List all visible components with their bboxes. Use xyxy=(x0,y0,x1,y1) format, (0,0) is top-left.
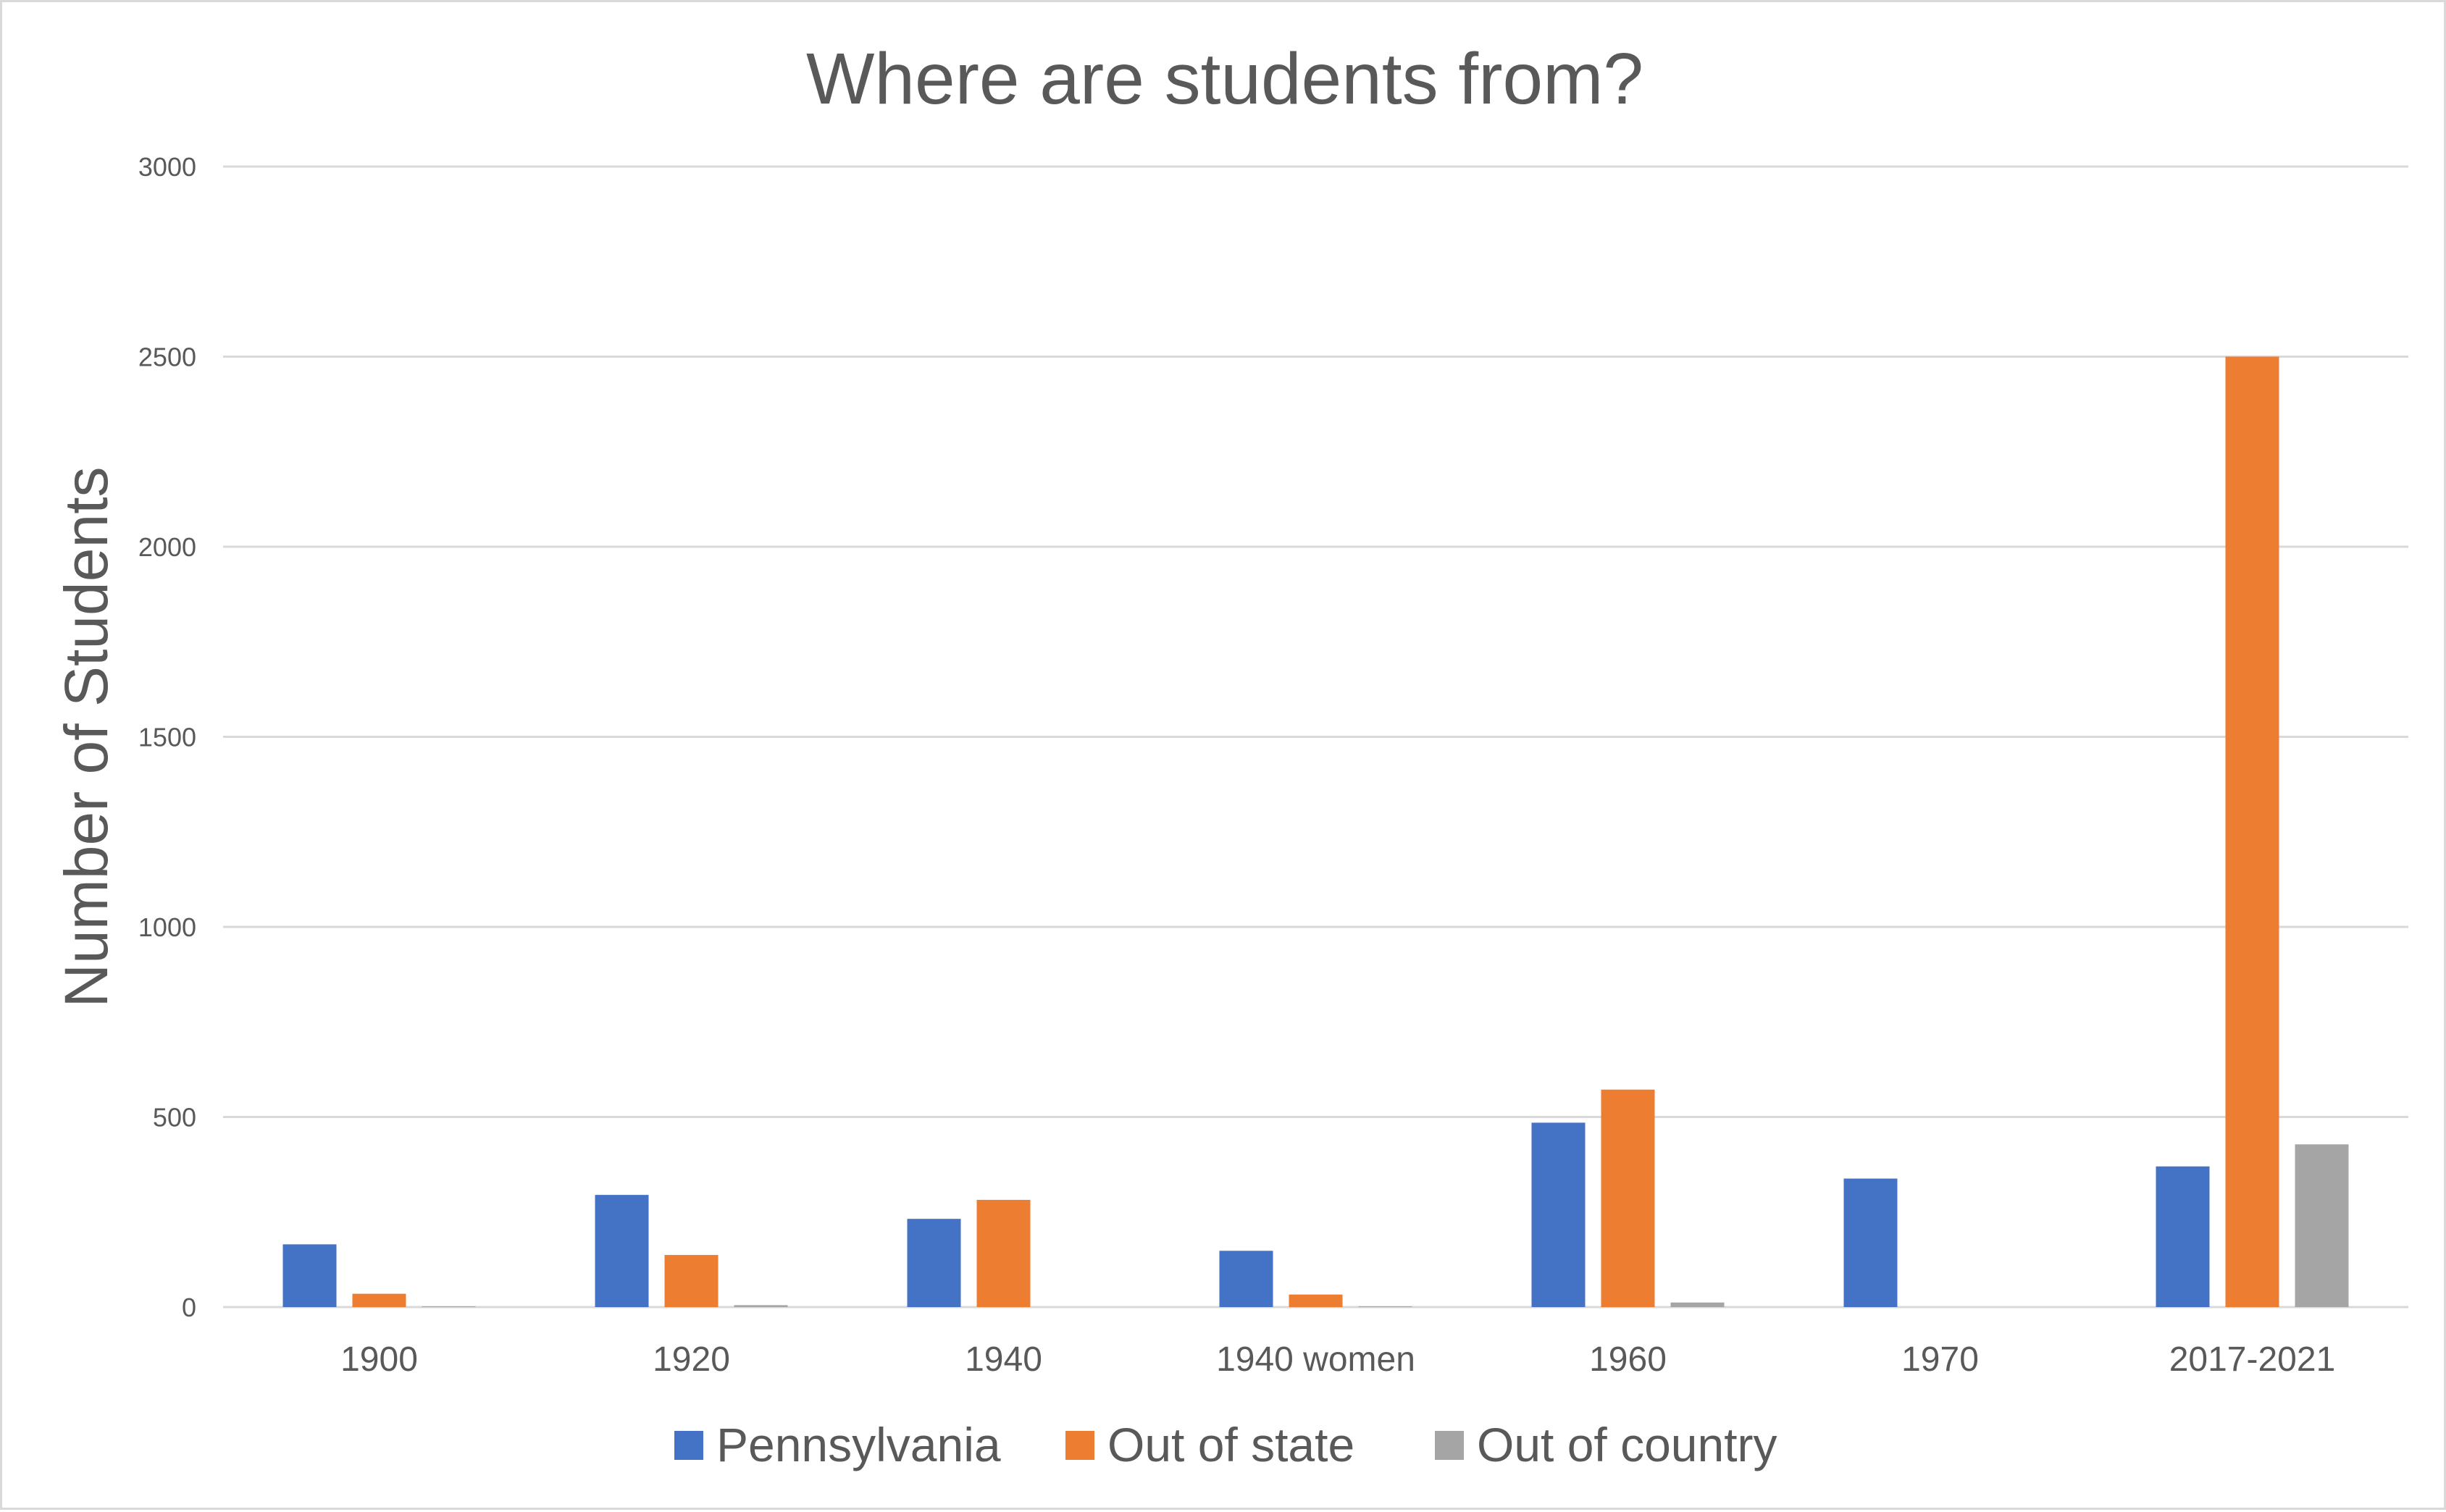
y-tick-label: 1000 xyxy=(138,912,196,942)
y-tick-label: 2000 xyxy=(138,532,196,562)
x-tick-label: 1970 xyxy=(1901,1340,1979,1379)
bar-out-of-state-1960 xyxy=(1601,1089,1655,1307)
gridlines xyxy=(223,165,2408,1309)
x-tick-label: 1900 xyxy=(340,1340,418,1379)
legend-label: Out of country xyxy=(1477,1418,1777,1471)
legend-label: Out of state xyxy=(1107,1418,1354,1471)
x-tick-label: 1920 xyxy=(653,1340,730,1379)
bar-pennsylvania-1940 xyxy=(907,1219,961,1307)
y-tick-label: 0 xyxy=(182,1293,196,1322)
bars xyxy=(282,356,2349,1307)
x-tick-label: 1940 women xyxy=(1216,1340,1415,1379)
x-axis-ticks: 1900 1920 1940 1940 women 1960 1970 2017-2021 xyxy=(340,1340,2335,1379)
legend-swatch xyxy=(674,1431,703,1460)
x-tick-label: 1960 xyxy=(1589,1340,1667,1379)
bar-out-of-country-1900 xyxy=(422,1306,476,1307)
bar-out-of-state-1920 xyxy=(664,1255,719,1307)
bar-pennsylvania-1920 xyxy=(595,1195,649,1307)
y-tick-label: 500 xyxy=(153,1103,196,1133)
legend-label: Pennsylvania xyxy=(716,1418,1001,1471)
chart-title: Where are students from? xyxy=(806,38,1643,119)
legend: Pennsylvania Out of state Out of country xyxy=(674,1418,1777,1471)
y-tick-label: 3000 xyxy=(138,152,196,182)
bar-pennsylvania-1970 xyxy=(1843,1178,1898,1307)
bar-pennsylvania-1900 xyxy=(282,1244,337,1307)
y-axis-title: Number of Students xyxy=(52,466,120,1007)
bar-out-of-state-1940 xyxy=(976,1199,1031,1307)
x-tick-label: 2017-2021 xyxy=(2169,1340,2336,1379)
bar-out-of-country-1940-women xyxy=(1358,1306,1412,1307)
legend-swatch xyxy=(1435,1431,1464,1460)
bar-out-of-state-2017-2021 xyxy=(2225,356,2279,1307)
bar-out-of-state-1940-women xyxy=(1289,1294,1343,1307)
bar-out-of-country-1920 xyxy=(734,1305,788,1307)
bar-pennsylvania-1960 xyxy=(1531,1122,1586,1307)
bar-out-of-country-1960 xyxy=(1670,1302,1725,1307)
y-tick-label: 1500 xyxy=(138,723,196,752)
bar-pennsylvania-2017-2021 xyxy=(2156,1166,2210,1307)
legend-swatch xyxy=(1065,1431,1094,1460)
x-tick-label: 1940 xyxy=(965,1340,1042,1379)
y-tick-label: 2500 xyxy=(138,343,196,372)
bar-out-of-country-2017-2021 xyxy=(2295,1144,2349,1307)
y-axis-ticks: 0 500 1000 1500 2000 2500 3000 xyxy=(138,152,196,1322)
bar-pennsylvania-1940-women xyxy=(1219,1251,1273,1307)
bar-out-of-state-1900 xyxy=(352,1293,406,1307)
